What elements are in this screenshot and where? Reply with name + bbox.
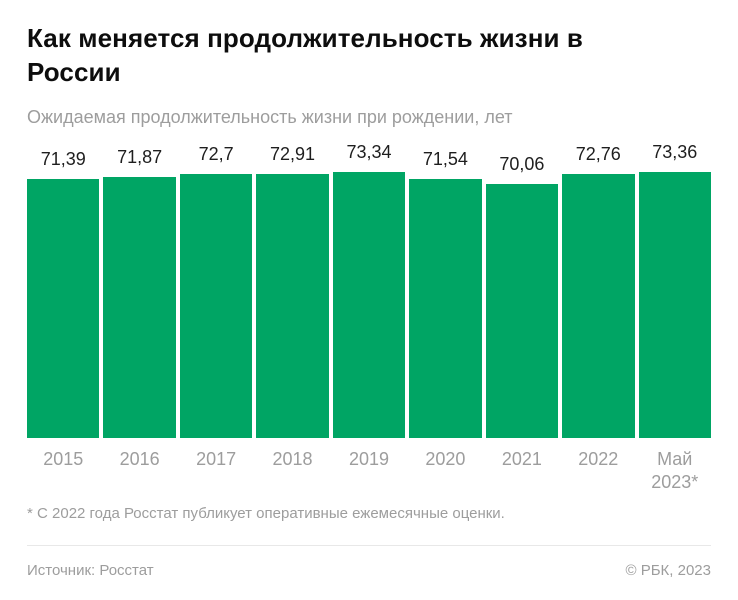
footnote: * С 2022 года Росстат публикует оператив… [27, 505, 505, 523]
bar [409, 179, 482, 439]
footer-divider [27, 545, 711, 546]
bar-value-label: 73,34 [346, 142, 392, 163]
bar-column: 72,76 [562, 138, 635, 439]
bar-column: 71,54 [409, 138, 482, 439]
bar [638, 172, 711, 439]
bar-column: 71,87 [103, 138, 176, 439]
bar-column: 70,06 [485, 138, 559, 439]
bar [27, 179, 100, 439]
x-axis-label: 2021 [501, 449, 542, 470]
bar-value-label: 73,36 [652, 142, 698, 163]
bar-value-label: 72,7 [198, 144, 234, 165]
x-axis-label: 2017 [196, 449, 237, 470]
footer: Источник: Росстат © РБК, 2023 [27, 562, 711, 579]
bar-value-label: 72,76 [575, 144, 621, 165]
x-axis-label: 2020 [425, 449, 466, 470]
bar-value-label: 71,39 [40, 149, 86, 170]
bar [103, 177, 176, 439]
chart-subtitle: Ожидаемая продолжительность жизни при ро… [27, 106, 513, 127]
bar-value-label: 71,87 [117, 147, 163, 168]
x-axis-label: 2018 [272, 449, 313, 470]
x-axis-label: 2015 [43, 449, 84, 470]
x-axis-label: 2022 [578, 449, 619, 470]
bar-column: 73,36 [638, 138, 711, 439]
x-axis-label: Май 2023* [651, 449, 699, 492]
source-label: Источник: Росстат [27, 562, 154, 579]
bar [332, 172, 406, 439]
x-axis-label: 2019 [348, 449, 389, 470]
bar-column: 72,91 [256, 138, 329, 439]
copyright-label: © РБК, 2023 [625, 562, 711, 579]
page-title: Как меняется продолжительность жизни в Р… [27, 23, 583, 87]
bar-column: 72,7 [179, 138, 253, 439]
bar-value-label: 72,91 [270, 144, 316, 165]
bar-column: 73,34 [332, 138, 406, 439]
bar-column: 71,39 [27, 138, 100, 439]
bar [179, 174, 253, 439]
bar-chart: 71,39 71,87 72,7 72,91 73,34 71,54 70,06 72,76 7… [27, 138, 711, 439]
x-axis-labels: 2015 2016 2017 2018 2019 2020 2021 2022 Май 2023… [27, 448, 711, 493]
bar [256, 174, 329, 439]
x-axis-label: 2016 [119, 449, 160, 470]
bar-value-label: 71,54 [422, 149, 468, 170]
bar-value-label: 70,06 [499, 154, 545, 175]
bar [485, 184, 559, 439]
bar [562, 174, 635, 439]
